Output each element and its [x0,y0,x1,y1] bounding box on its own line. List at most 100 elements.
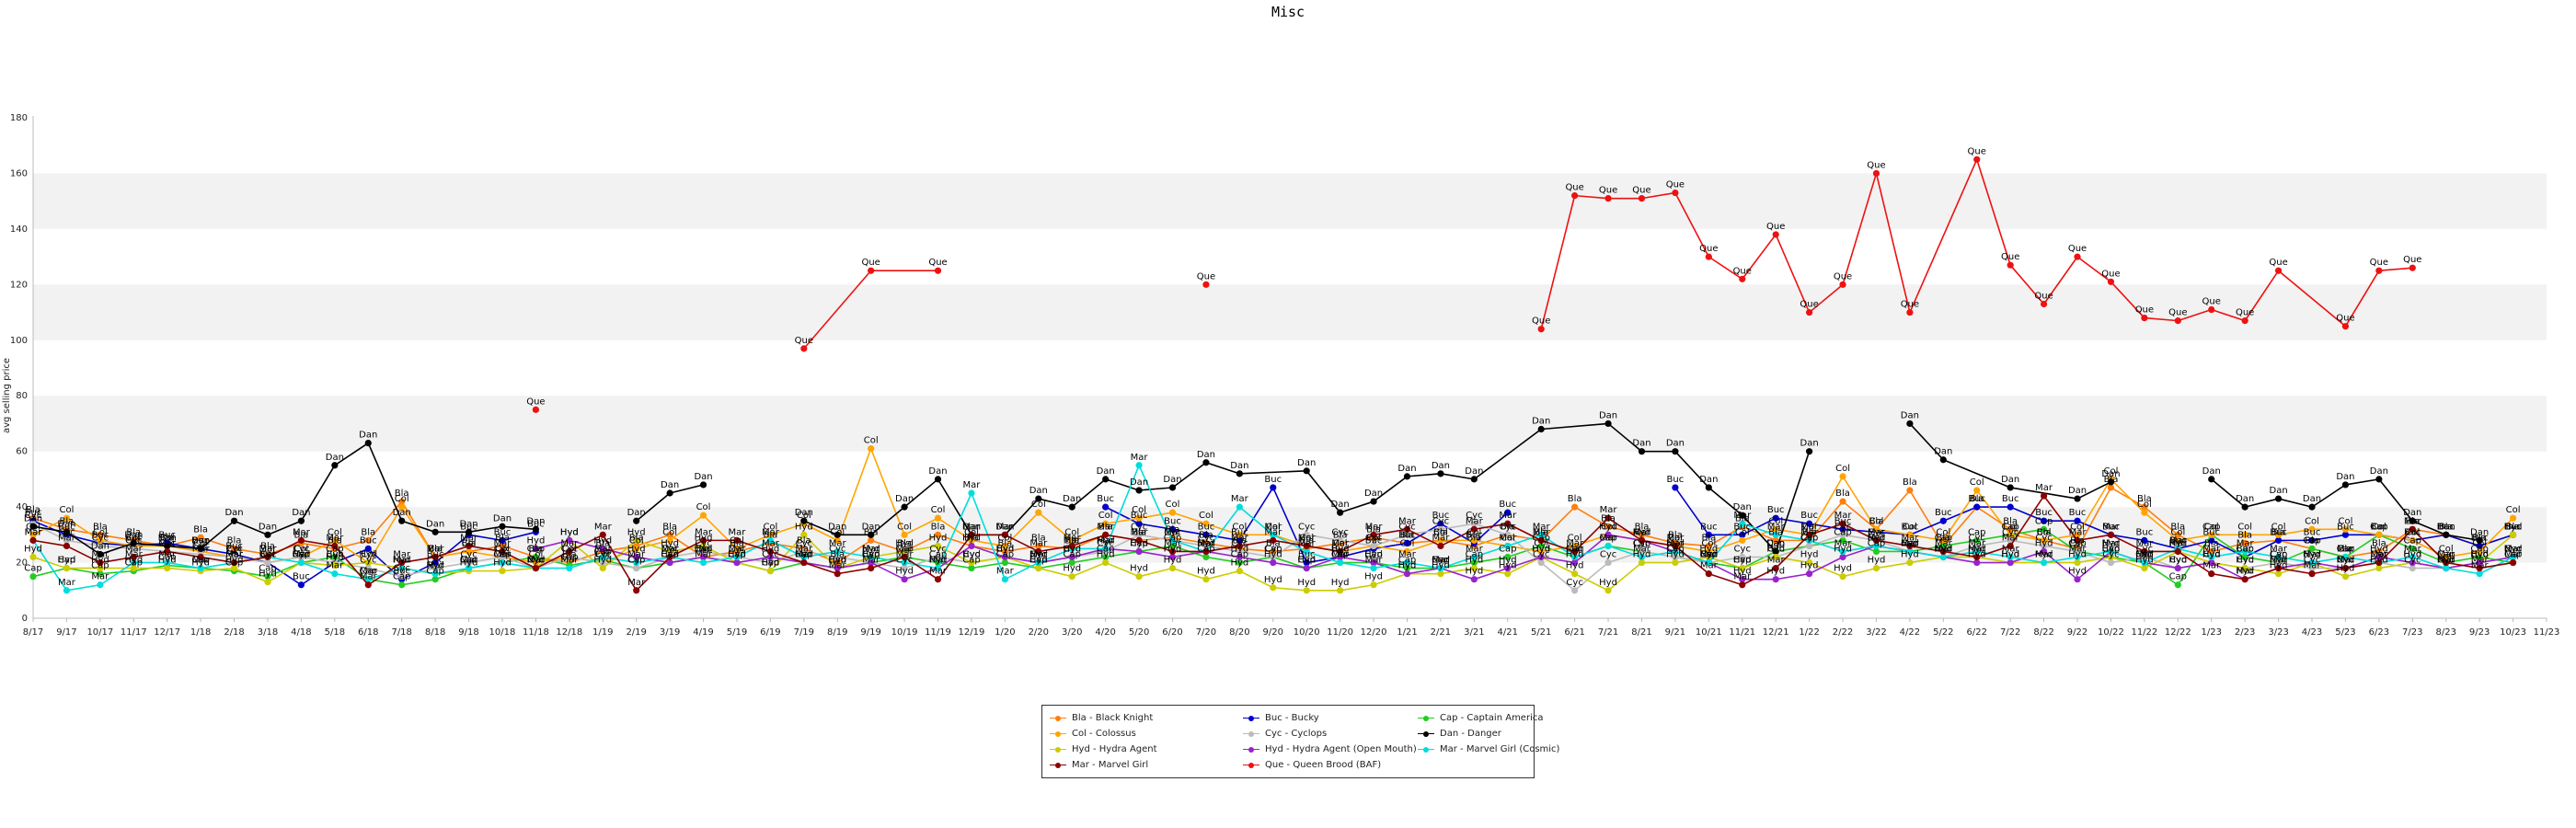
data-point-label: Mar [2437,550,2455,560]
data-point-label: Cyc [125,535,142,546]
data-point-label: Dan [1163,475,1181,485]
data-point-label: Cyc [2304,556,2320,566]
data-point-label: Que [861,258,880,268]
data-point-label: Cyc [192,541,209,551]
data-point-label: Hyd [2168,556,2187,566]
data-point-label: Que [2168,308,2187,318]
data-point-label: Que [2236,308,2254,318]
data-point [164,542,171,550]
data-point-label: Mar [259,545,278,555]
data-point-label: Mar [1164,538,1182,548]
data-point-label: Buc [2237,545,2254,555]
data-point [1337,509,1344,516]
data-point-label: Cyc [2203,550,2220,560]
data-point-label: Dan [326,453,344,463]
data-point-label: Hyd [2001,550,2019,560]
data-point-label: Hyd [2303,550,2321,560]
series-line-segment [2411,528,2447,564]
series-line-segment [2278,547,2313,564]
legend-item: Col - Colossus [1050,726,1243,742]
data-point [901,565,908,572]
data-point-label: Mar [2337,556,2355,566]
series-line-segment [1776,545,1810,553]
data-point [1672,547,1679,556]
data-point [130,558,137,567]
series-line-segment [1909,556,1944,564]
data-point-label: Hyd [393,556,411,566]
series-line-segment [569,556,604,569]
data-point-label: Bla [2070,535,2085,546]
data-point-label: Cap [1264,545,1282,555]
grid-band [33,284,2547,340]
data-point-label: Cap [1968,527,1985,537]
data-point-label: Buc [1968,494,1985,504]
data-point-label: Mar [1834,511,1853,521]
data-point [800,345,808,352]
data-point [1068,573,1075,581]
data-point [766,547,774,556]
series-line-segment [2411,520,2447,536]
series-line-segment [535,550,570,569]
series-line-segment [870,539,905,553]
data-point-label: Cyc [2237,556,2253,566]
data-point-label: Mar [1398,516,1417,526]
data-point [566,565,573,572]
series-line-segment [2244,270,2280,322]
data-point-label: Mar [393,550,411,560]
data-point-label: Cyc [25,511,41,521]
data-point [1337,553,1344,561]
data-point [1437,565,1444,572]
data-point-label: Mar [58,533,76,543]
series-line-segment [1742,523,1777,536]
data-point-label: Cyc [862,550,879,560]
data-point [934,514,942,522]
series-line-segment [1205,556,1240,564]
data-point-label: Dan [2202,466,2221,477]
data-point-label: Que [1699,244,1718,254]
data-point [1739,536,1746,544]
data-point [1772,553,1779,561]
data-point [733,536,741,544]
data-point [532,525,540,533]
data-point-label: Buc [1298,550,1316,560]
data-point-label: Mar [1901,538,1919,548]
legend-label: Col - Colossus [1072,729,1136,739]
data-point-label: Buc [2337,522,2354,532]
data-point-label: Hyd [1331,578,1350,588]
data-point [2274,553,2283,561]
data-point-label: Hyd [1868,533,1886,543]
data-point [1470,536,1478,544]
data-point-label: Buc [326,550,343,560]
series-line-segment [2245,550,2279,558]
data-point-label: Que [1599,186,1617,196]
data-point [2041,558,2048,567]
x-tick-label: 4/21 [1498,627,1518,638]
data-point [1537,553,1545,561]
data-point-label: Hyd [1130,564,1148,574]
data-point [364,581,372,589]
series-line-segment [1272,534,1307,547]
data-point [1236,503,1243,511]
data-point [1035,542,1042,550]
series-line-segment [2278,498,2313,508]
series-line-segment [2076,520,2111,536]
data-point [2375,267,2383,274]
series-line-segment [669,556,704,564]
x-tick-label: 8/21 [1631,627,1651,638]
data-point-label: Mar [1131,453,1149,463]
data-point-label: Dan [459,519,477,529]
data-point-label: Cap [1466,550,1483,560]
data-point [1303,587,1310,594]
series-line-segment [1139,487,1173,491]
legend-item: Buc - Bucky [1243,710,1418,726]
data-point-label: Hyd [895,567,914,577]
data-point-label: Que [526,397,545,407]
series-line-segment [1876,561,1911,569]
series-line-segment [2345,556,2380,569]
data-point-label: Cap [627,556,645,566]
series-line-segment [1574,534,1609,564]
data-point-label: Mar [527,556,546,566]
data-point-label: Hyd [2135,550,2154,560]
series-line-segment [903,561,938,569]
series-line-segment [2378,528,2413,564]
